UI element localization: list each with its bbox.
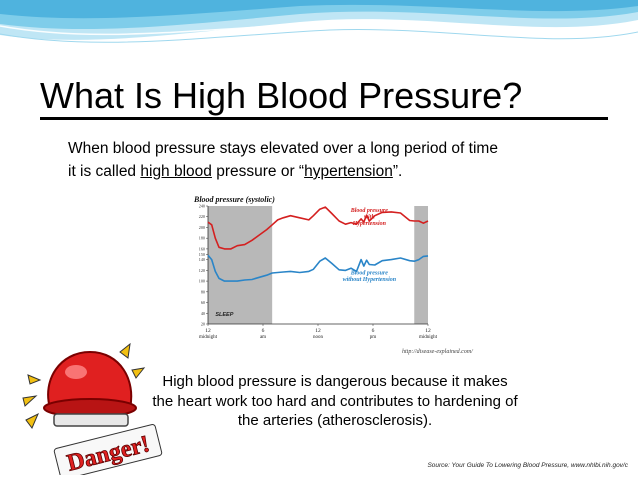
intro-text: When blood pressure stays elevated over … xyxy=(68,137,628,183)
y-tick-label: 220 xyxy=(199,214,205,219)
normal-series-label: Blood pressure xyxy=(350,271,389,277)
term-hypertension: hypertension xyxy=(304,163,393,180)
y-tick-label: 40 xyxy=(201,311,205,316)
blood-pressure-chart: SLEEP Blood pressure (systolic) 20 40 60 80… xyxy=(188,190,442,346)
shaded-band-0 xyxy=(208,206,273,324)
x-tick-label: 12 xyxy=(315,328,321,334)
y-tick-label: 180 xyxy=(199,236,205,241)
x-tick-sublabel: midnight xyxy=(199,335,218,340)
x-tick-label: 12 xyxy=(425,328,431,334)
hypertension-series-label: Hypertension xyxy=(352,221,387,227)
y-tick-label: 150 xyxy=(199,252,205,257)
body-text: High blood pressure is dangerous because… xyxy=(152,373,518,429)
y-tick-label: 80 xyxy=(201,289,205,294)
term-high-blood: high blood xyxy=(140,163,212,180)
intro-line-1: When blood pressure stays elevated over … xyxy=(68,140,498,157)
y-tick-label: 200 xyxy=(199,225,205,230)
intro-mid: pressure or “ xyxy=(211,163,305,180)
chart-credit: http://disease-explained.com/ xyxy=(402,349,473,355)
alarm-rays xyxy=(22,342,146,429)
y-tick-label: 240 xyxy=(199,204,205,209)
x-tick-sublabel: pm xyxy=(370,335,377,340)
y-tick-label: 100 xyxy=(199,279,205,284)
title-underline xyxy=(40,117,608,120)
danger-alarm-illustration: Danger! xyxy=(22,342,163,475)
y-tick-label: 20 xyxy=(201,322,205,327)
source-citation: Source: Your Guide To Lowering Blood Pre… xyxy=(427,462,628,469)
x-tick-label: 6 xyxy=(372,328,375,334)
hypertension-series-label: with xyxy=(364,215,375,221)
x-tick-sublabel: midnight xyxy=(419,335,438,340)
x-tick-sublabel: am xyxy=(260,335,266,340)
intro-prefix: it is called xyxy=(68,163,141,180)
y-tick-label: 120 xyxy=(199,268,205,273)
shaded-band-1 xyxy=(414,206,428,324)
normal-series-label: without Hypertension xyxy=(343,277,397,283)
slide-title: What Is High Blood Pressure? xyxy=(40,75,523,116)
x-tick-label: 12 xyxy=(205,328,211,334)
y-tick-label: 160 xyxy=(199,246,205,251)
y-tick-label: 140 xyxy=(199,257,205,262)
chart-title: Blood pressure (systolic) xyxy=(193,195,275,204)
x-tick-sublabel: noon xyxy=(313,335,324,340)
hypertension-series-label: Blood pressure xyxy=(350,208,389,214)
sleep-label: SLEEP xyxy=(215,312,233,318)
header-wave xyxy=(0,0,638,43)
normal-series-line xyxy=(207,254,429,282)
hypertension-series-line xyxy=(207,206,429,250)
intro-suffix: ”. xyxy=(392,163,403,180)
x-tick-label: 6 xyxy=(262,328,265,334)
danger-sign: Danger! xyxy=(53,424,163,475)
y-tick-label: 60 xyxy=(201,300,205,305)
